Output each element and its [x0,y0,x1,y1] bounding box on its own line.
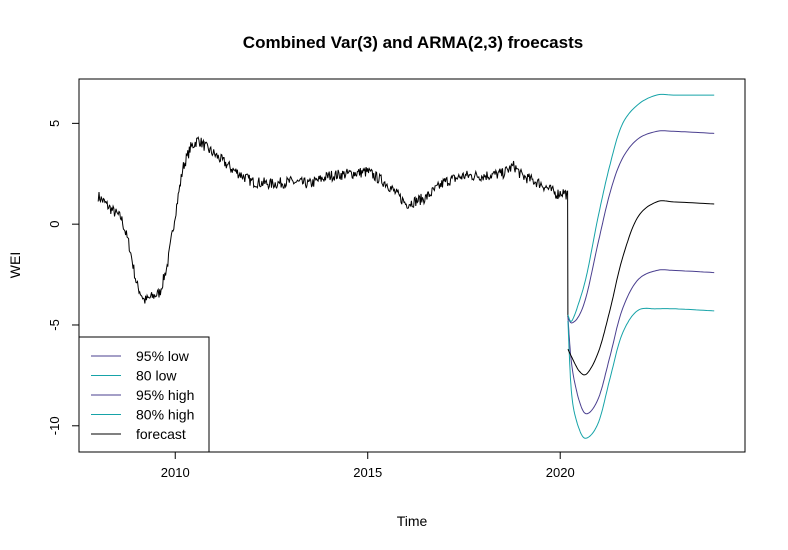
legend-label: forecast [136,426,186,442]
series-line-80-low [567,307,715,439]
chart-title: Combined Var(3) and ARMA(2,3) froecasts [243,33,583,52]
x-tick-label: 2015 [353,465,382,480]
legend-label: 95% low [136,348,190,364]
x-tick-label: 2020 [546,465,575,480]
x-axis-label: Time [397,513,428,529]
x-axis: 2010 2015 2020 [161,451,575,480]
legend-label: 80 low [136,368,177,384]
y-tick-label: -10 [47,416,62,435]
x-tick-label: 2010 [161,465,190,480]
series-line-95-low [567,269,715,415]
series-line-forecast [567,200,715,376]
plot-lines [97,93,715,439]
history-line [97,136,569,317]
y-axis: -10 -5 0 5 [47,120,80,435]
legend-label: 80% high [136,407,194,423]
series-line-80-high [567,93,715,322]
y-tick-label: 5 [47,120,62,127]
legend-label: 95% high [136,387,194,403]
y-axis-label: WEI [7,252,23,278]
legend: 95% low 80 low 95% high 80% high forecast [78,336,210,453]
y-tick-label: 0 [47,221,62,228]
y-tick-label: -5 [47,319,62,331]
series-line-95-high [567,130,715,324]
